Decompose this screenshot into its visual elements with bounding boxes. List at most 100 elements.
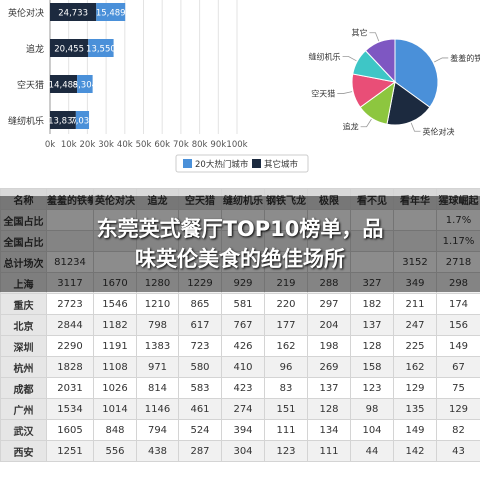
table-cell: 142 — [393, 440, 437, 462]
table-row: 全国占比 1.7% — [0, 209, 480, 231]
x-tick-label: 100k — [226, 140, 247, 150]
table-cell: 2031 — [46, 377, 94, 399]
table-cell: 111 — [264, 419, 308, 441]
table-header-cell: 英伦对决 — [93, 188, 137, 210]
table-cell: 82 — [436, 419, 480, 441]
pie-label: 空天猎 — [311, 89, 335, 99]
table-cell: 137 — [307, 377, 351, 399]
table-cell: 580 — [178, 356, 222, 378]
table-cell: 304 — [221, 440, 265, 462]
x-tick-label: 20k — [80, 140, 96, 150]
table-cell: 288 — [307, 272, 351, 294]
table-cell — [264, 230, 308, 252]
pie-slice — [394, 38, 439, 108]
table-cell: 1605 — [46, 419, 94, 441]
table-cell: 1014 — [93, 398, 137, 420]
table-cell — [136, 230, 179, 252]
bar-value-label: 15,489 — [96, 9, 126, 19]
table-cell — [221, 230, 265, 252]
table-cell: 211 — [393, 293, 437, 315]
legend-label: 20大热门城市 — [195, 159, 249, 170]
table-cell: 2844 — [46, 314, 94, 336]
table-row: 全国占比 1.17% — [0, 230, 480, 252]
category-label: 追龙 — [26, 43, 44, 55]
table-header-cell: 极限 — [307, 188, 351, 210]
table-cell: 848 — [93, 419, 137, 441]
table-cell: 149 — [393, 419, 437, 441]
table-cell: 204 — [307, 314, 351, 336]
table-cell: 1670 — [93, 272, 137, 294]
table-cell: 北京 — [0, 314, 47, 336]
legend-box — [175, 154, 309, 173]
table-cell: 174 — [436, 293, 480, 315]
table-cell: 1146 — [136, 398, 179, 420]
table-cell: 成都 — [0, 377, 47, 399]
table-cell — [307, 230, 351, 252]
table-cell: 96 — [264, 356, 308, 378]
pie-label: 追龙 — [343, 122, 359, 132]
table-cell: 581 — [221, 293, 265, 315]
table-cell: 220 — [264, 293, 308, 315]
bar-segment — [96, 3, 126, 21]
x-tick-label: 40k — [117, 140, 133, 150]
table-row: 成都 2031 1026 814 583 423 83 137 123 129 75 — [0, 377, 480, 399]
table-cell: 43 — [436, 440, 480, 462]
table-cell: 556 — [93, 440, 137, 462]
pie-leader-line — [360, 118, 372, 128]
pie-label: 其它 — [351, 28, 367, 38]
x-tick-label: 70k — [173, 140, 189, 150]
category-label: 缝纫机乐 — [8, 115, 44, 127]
table-cell: 156 — [436, 314, 480, 336]
table-cell: 162 — [393, 356, 437, 378]
table-cell: 广州 — [0, 398, 47, 420]
table-cell: 297 — [307, 293, 351, 315]
table-cell: 583 — [178, 377, 222, 399]
table-cell: 128 — [350, 335, 394, 357]
table-header-cell: 钢铁飞龙 — [264, 188, 308, 210]
bar-segment — [50, 111, 76, 129]
table-cell: 423 — [221, 377, 265, 399]
pie-slice — [386, 81, 431, 126]
pie-leader-line — [337, 91, 353, 94]
table-cell: 104 — [350, 419, 394, 441]
table-cell: 1546 — [93, 293, 137, 315]
bar-value-label: 7,039 — [70, 117, 94, 127]
table-cell: 44 — [350, 440, 394, 462]
table-row: 上海 3117 1670 1280 1229 929 219 288 327 349 298 — [0, 272, 480, 294]
table-cell: 327 — [350, 272, 394, 294]
bar-segment — [77, 75, 93, 93]
bar-value-label: 13,837 — [48, 117, 78, 127]
table-cell: 123 — [350, 377, 394, 399]
table-cell: 151 — [264, 398, 308, 420]
x-tick-label: 60k — [154, 140, 170, 150]
table-cell: 全国占比 — [0, 230, 47, 252]
table-cell: 814 — [136, 377, 179, 399]
table-cell: 461 — [178, 398, 222, 420]
table-cell: 3117 — [46, 272, 94, 294]
table-cell: 1280 — [136, 272, 179, 294]
x-tick-label: 30k — [98, 140, 114, 150]
bar-value-label: 20,455 — [54, 45, 84, 55]
table-cell: 269 — [307, 356, 351, 378]
table-cell: 865 — [178, 293, 222, 315]
pie-leader-line — [434, 57, 449, 63]
bar-segment — [75, 111, 90, 129]
table-cell: 深圳 — [0, 335, 47, 357]
table-cell: 394 — [221, 419, 265, 441]
table-cell: 111 — [307, 440, 351, 462]
bar-chart-x-axis: 0k 10k 20k 30k 40k 50k 60k 70k 80k 90k 100k — [45, 140, 248, 150]
table-cell: 767 — [221, 314, 265, 336]
table-cell: 1828 — [46, 356, 94, 378]
table-row: 广州 1534 1014 1146 461 274 151 128 98 135 129 — [0, 398, 480, 420]
headline-banner: 东莞英式餐厅TOP10榜单，品 味英伦美食的绝佳场所 — [0, 196, 480, 292]
table-row: 杭州 1828 1108 971 580 410 96 269 158 162 67 — [0, 356, 480, 378]
headline-line-2: 味英伦美食的绝佳场所 — [135, 247, 345, 271]
table-cell: 1534 — [46, 398, 94, 420]
x-tick-label: 80k — [192, 140, 208, 150]
bar-value-label: 13,550 — [86, 45, 116, 55]
category-label: 空天猎 — [17, 79, 44, 91]
table-cell: 2723 — [46, 293, 94, 315]
pie-label: 缝纫机乐 — [309, 51, 341, 61]
table-header-row: 名称 羞羞的铁拳 英伦对决 追龙 空天猎 缝纫机乐 钢铁飞龙 极限 看不见 看年华 猩球崛起 — [0, 188, 480, 210]
table-cell: 182 — [350, 293, 394, 315]
